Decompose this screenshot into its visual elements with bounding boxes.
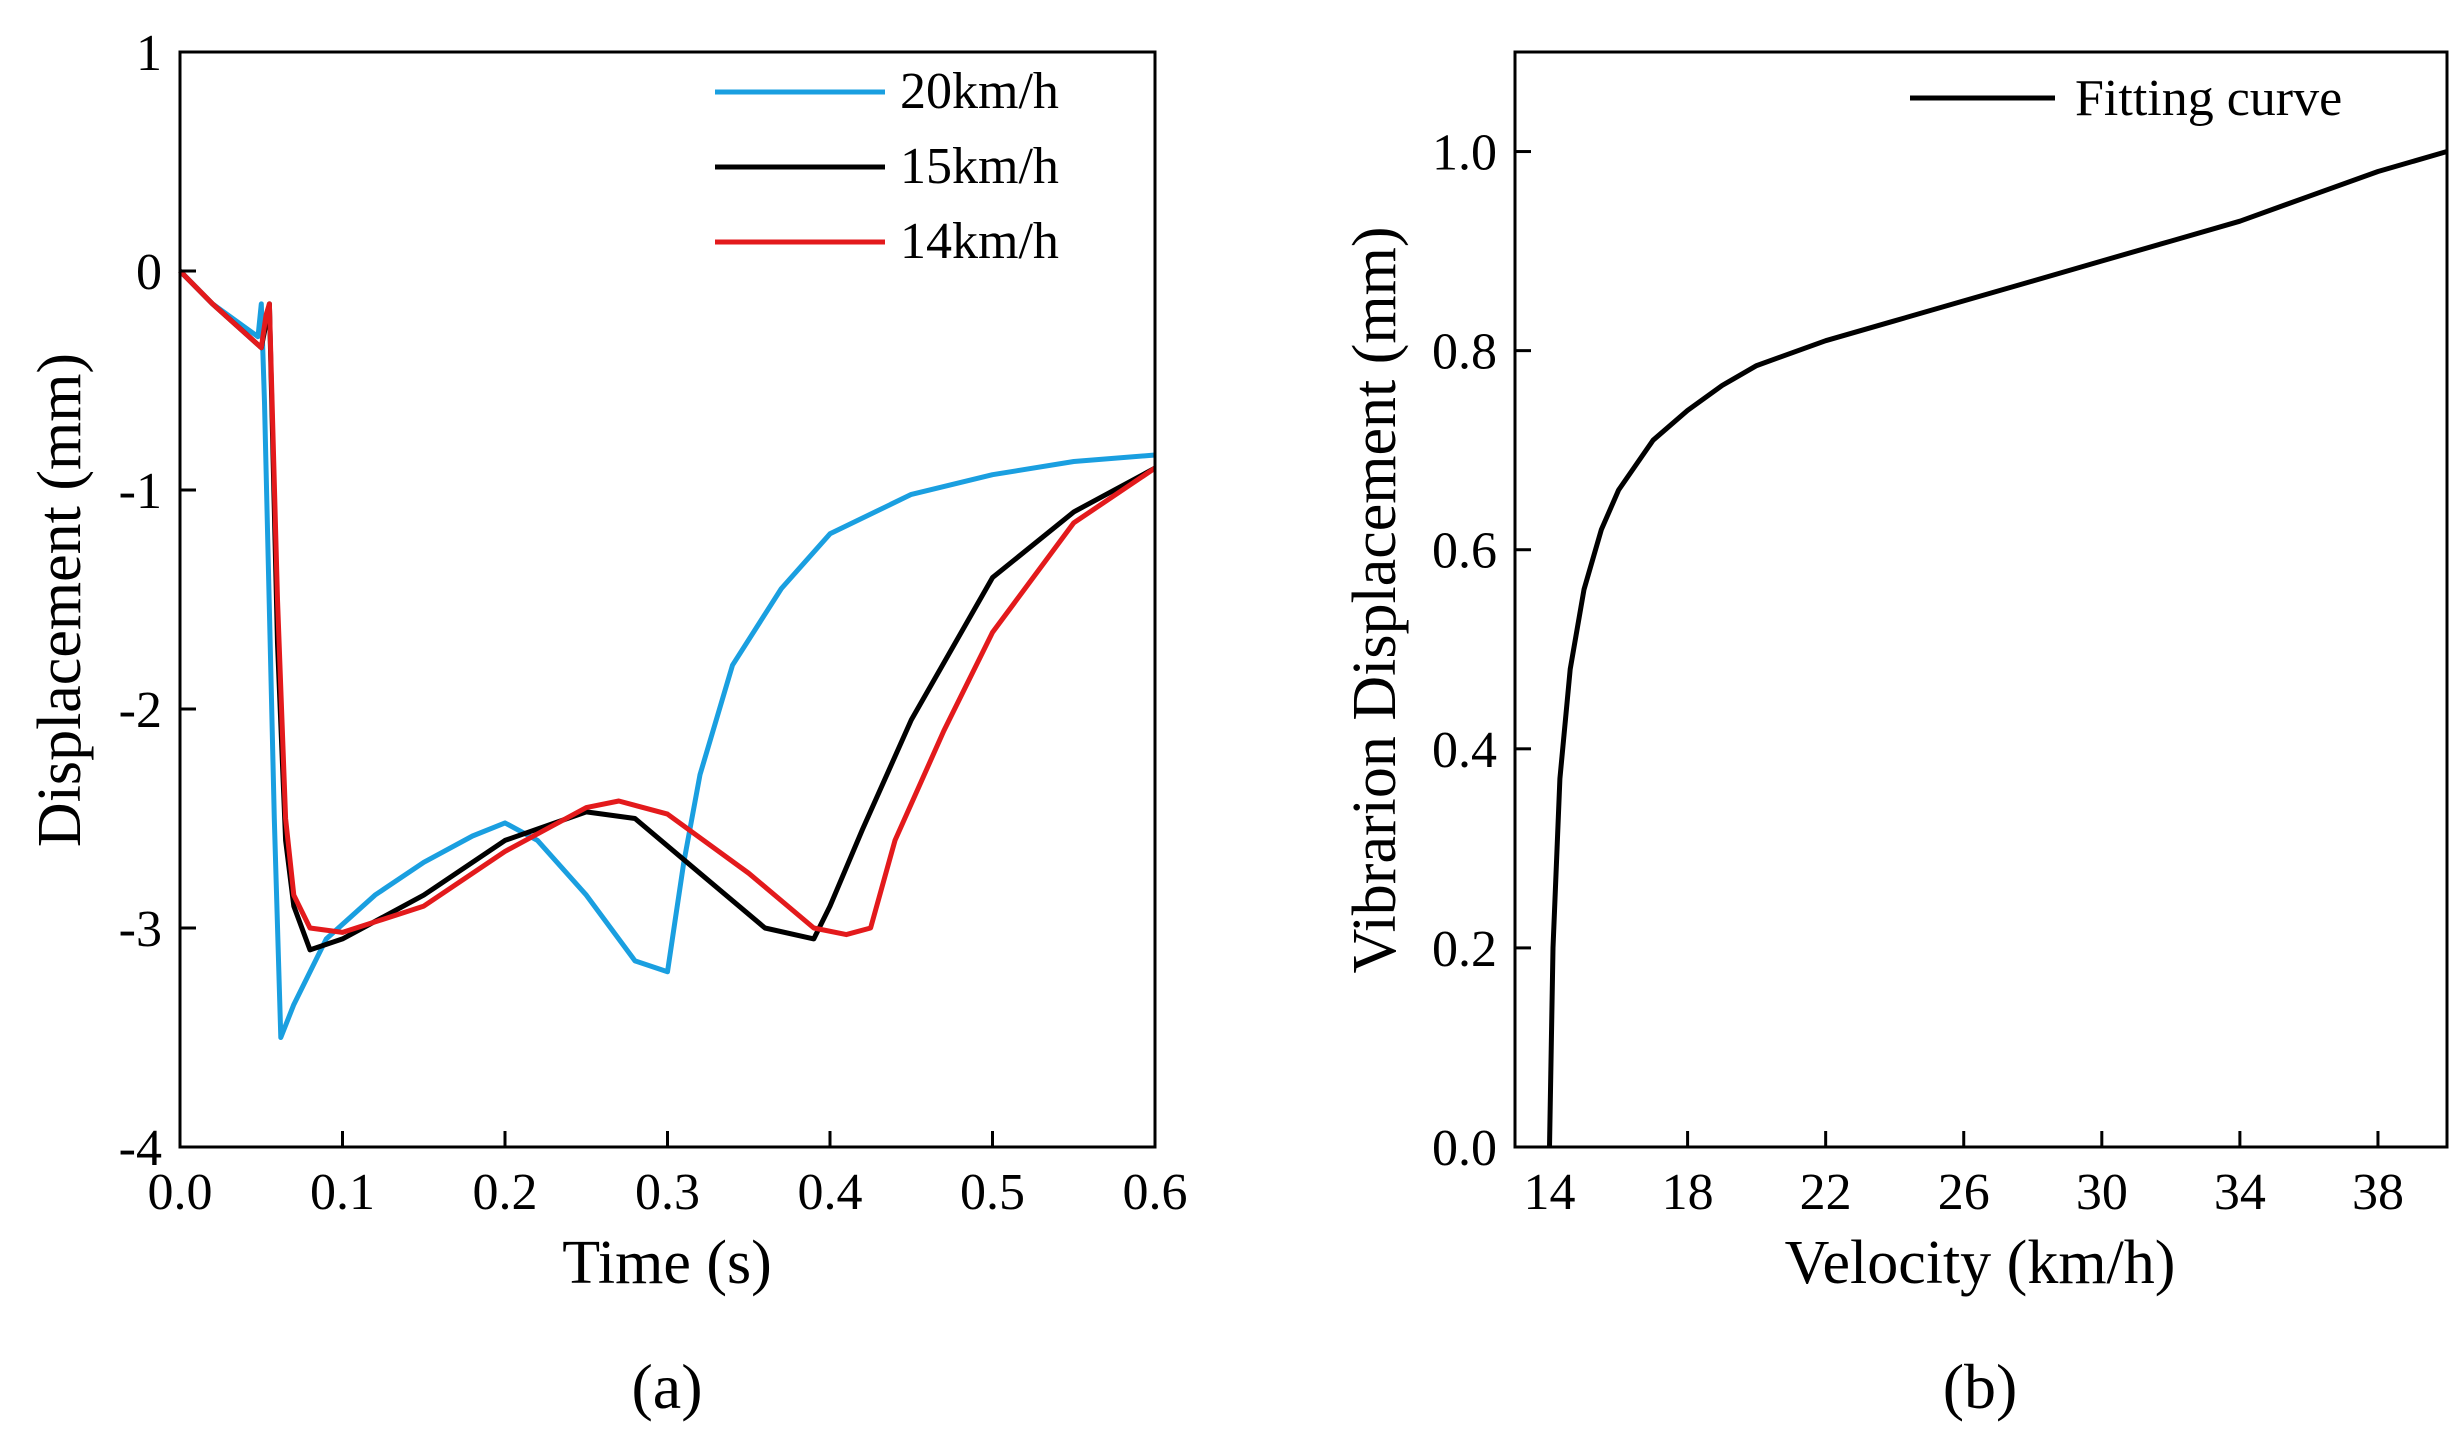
y-tick-label: 0.0 — [1432, 1120, 1497, 1177]
x-tick-label: 0.6 — [1123, 1164, 1188, 1221]
x-tick-label: 38 — [2352, 1164, 2404, 1221]
y-tick-label: 1 — [136, 25, 162, 82]
panel-label: (a) — [631, 1351, 702, 1422]
series-line — [1547, 149, 2448, 1148]
y-tick-label: -3 — [119, 901, 162, 958]
chart-panel-b: 14 18 22 26 30 34 38 0.0 0.2 0.4 0.6 0.8 1.0 Velocit… — [1341, 50, 2449, 1422]
legend-label: 14km/h — [900, 213, 1059, 270]
x-tick-label: 0.3 — [635, 1164, 700, 1221]
tick-group: 0.0 0.1 0.2 0.3 0.4 0.5 0.6 1 0 -1 -2 -3 -4 — [119, 25, 1188, 1221]
x-tick-label: 14 — [1524, 1164, 1576, 1221]
y-tick-label: 0.2 — [1432, 921, 1497, 978]
x-axis-title: Time (s) — [562, 1229, 772, 1297]
x-tick-label: 34 — [2214, 1164, 2266, 1221]
y-tick-label: 0.4 — [1432, 722, 1497, 779]
legend-label: 15km/h — [900, 138, 1059, 195]
x-tick-label: 0.5 — [960, 1164, 1025, 1221]
legend: 20km/h 15km/h 14km/h — [715, 63, 1059, 270]
x-tick-label: 0.0 — [148, 1164, 213, 1221]
chart-panel-a: 0.0 0.1 0.2 0.3 0.4 0.5 0.6 1 0 -1 -2 -3 -4 Time (s)… — [26, 25, 1188, 1422]
x-axis-title: Velocity (km/h) — [1785, 1229, 2176, 1297]
x-tick-label: 30 — [2076, 1164, 2128, 1221]
x-tick-label: 0.1 — [310, 1164, 375, 1221]
x-tick-label: 26 — [1938, 1164, 1990, 1221]
y-axis-title: Displacement (mm) — [26, 353, 94, 847]
x-tick-label: 0.4 — [798, 1164, 863, 1221]
legend-label: 20km/h — [900, 63, 1059, 120]
y-tick-label: 0 — [136, 244, 162, 301]
y-tick-label: -1 — [119, 463, 162, 520]
y-axis-title: Vibrarion Displacement (mm) — [1341, 227, 1409, 974]
x-tick-label: 18 — [1662, 1164, 1714, 1221]
series-line — [178, 269, 1157, 938]
plot-frame — [1513, 50, 2449, 1149]
tick-group: 14 18 22 26 30 34 38 0.0 0.2 0.4 0.6 0.8 1.0 — [1432, 125, 2404, 1221]
y-tick-label: -4 — [119, 1120, 162, 1177]
legend: Fitting curve — [1910, 70, 2342, 127]
series-group — [1547, 149, 2448, 1148]
legend-label: Fitting curve — [2075, 70, 2342, 127]
panel-label: (b) — [1943, 1351, 2018, 1422]
y-tick-label: 1.0 — [1432, 125, 1497, 182]
y-tick-label: -2 — [119, 682, 162, 739]
series-group — [178, 269, 1157, 1040]
series-line — [178, 269, 1156, 1040]
y-tick-label: 0.8 — [1432, 324, 1497, 381]
y-tick-label: 0.6 — [1432, 523, 1497, 580]
x-tick-label: 0.2 — [473, 1164, 538, 1221]
x-tick-label: 22 — [1800, 1164, 1852, 1221]
